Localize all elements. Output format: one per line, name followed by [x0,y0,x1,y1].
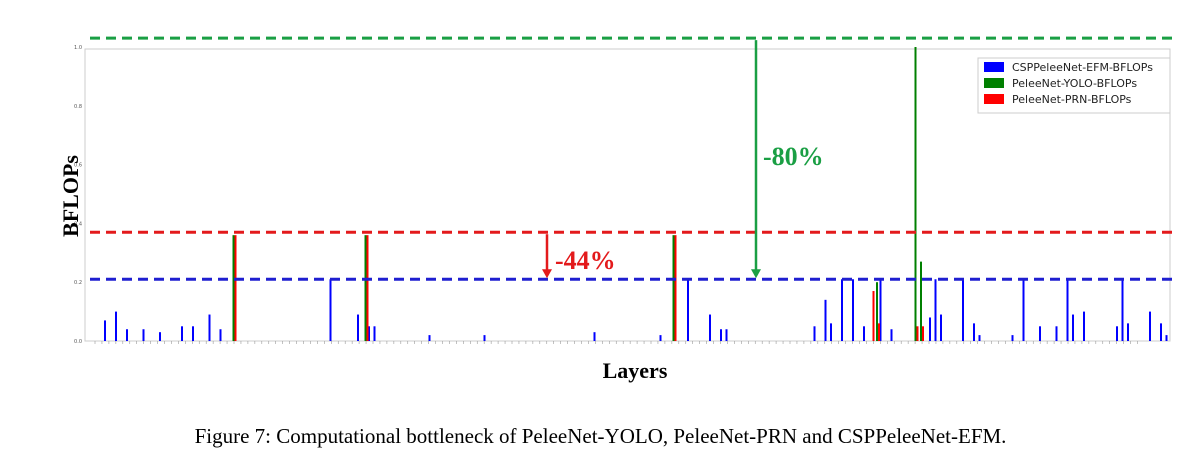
bflops-chart: 0.0 0.2 0.4 0.6 0.8 1.0 -80% -44% CSPPeleeNet-… [58,36,1172,383]
bar [181,326,183,341]
bar [364,235,367,341]
annotation-label: -44% [555,246,616,275]
bars-layer [104,47,1168,341]
bar [929,317,931,341]
bar [830,323,832,341]
bar [368,326,370,341]
bar [914,47,917,341]
legend-swatch [984,62,1004,72]
bar [357,314,359,341]
bar [852,279,854,341]
arrow-head [751,269,761,279]
bar [208,314,211,341]
bar [1127,323,1129,341]
y-tick-label: 1.0 [74,45,82,51]
bar [922,326,924,341]
bar [841,279,843,341]
bar [159,332,161,341]
y-axis-label: BFLOPs [58,155,83,237]
legend-box [977,57,1171,114]
figure-caption: Figure 7: Computational bottleneck of Pe… [194,424,1007,448]
reference-lines [90,36,1172,281]
bar [115,311,117,341]
legend: CSPPeleeNet-EFM-BFLOPs PeleeNet-YOLO-BFLO… [977,57,1171,114]
bar [329,279,332,341]
bar [1116,326,1118,341]
legend-swatch [984,78,1004,88]
arrow-head [542,269,552,279]
bar [687,279,689,341]
reduction-annotations: -80% -44% [542,40,824,279]
legend-swatch [984,94,1004,104]
bar [1165,335,1168,341]
y-tick-label: 0.2 [74,280,82,286]
y-tick-labels: 0.0 0.2 0.4 0.6 0.8 1.0 [74,45,82,345]
bar [709,314,711,341]
bar [876,282,878,341]
bar [720,329,722,341]
bar [916,326,919,341]
bar [366,235,369,341]
bar [863,326,865,341]
bar [978,335,981,341]
bar [962,279,964,341]
bar [1160,323,1162,341]
y-tick-label: 0.6 [74,163,82,169]
bar [1055,326,1058,341]
bar [890,329,893,341]
bar [232,235,235,341]
bar [219,329,222,341]
x-axis-label: Layers [603,358,668,383]
bar [878,323,880,341]
bar [373,326,376,341]
bar [813,326,816,341]
legend-label: CSPPeleeNet-EFM-BFLOPs [1012,61,1153,74]
bar [674,235,677,341]
bar [428,335,431,341]
bar [672,235,675,341]
bar [104,320,106,341]
bar [483,335,486,341]
bar [1149,311,1151,341]
y-tick-label: 0.8 [74,104,82,110]
bar [824,299,827,341]
bar [593,332,596,341]
bar [1066,279,1069,341]
bar [659,335,662,341]
y-tick-label: 0.4 [74,221,82,227]
bar [1039,326,1041,341]
legend-label: PeleeNet-YOLO-BFLOPs [1012,77,1137,90]
bar [879,279,882,341]
bar [142,329,145,341]
bar [192,326,194,341]
bar [1121,279,1124,341]
bar [940,314,942,341]
bar [126,329,128,341]
bar [1011,335,1014,341]
bar [1072,314,1074,341]
bar [934,279,937,341]
x-tick-marks [94,341,1138,344]
bar [1083,311,1085,341]
legend-label: PeleeNet-PRN-BFLOPs [1012,93,1132,106]
bar [725,329,728,341]
annotation-label: -80% [763,142,824,171]
bar [234,235,237,341]
y-tick-label: 0.0 [74,339,82,345]
bar [920,261,922,341]
bar [973,323,975,341]
bar [1022,279,1025,341]
bar [872,291,875,341]
